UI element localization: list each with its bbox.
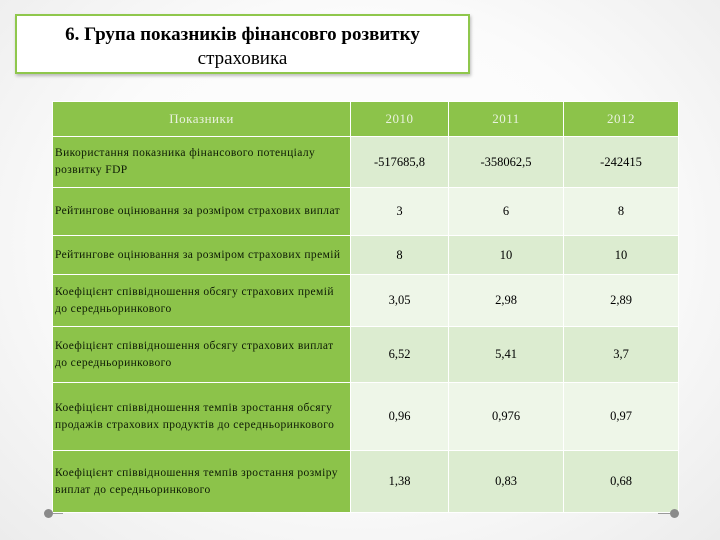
indicators-table: Показники 2010 2011 2012 Використання по… bbox=[52, 101, 679, 513]
row-label: Коефіцієнт співвідношення темпів зростан… bbox=[52, 382, 351, 451]
cell-2012: 0,68 bbox=[563, 450, 679, 513]
header-indicators: Показники bbox=[52, 101, 351, 137]
cell-2012: 3,7 bbox=[563, 326, 679, 383]
footer-rule-right bbox=[658, 513, 670, 514]
cell-2011: 5,41 bbox=[448, 326, 564, 383]
row-label: Коефіцієнт співвідношення обсягу страхов… bbox=[52, 326, 351, 383]
left-dot-icon bbox=[44, 509, 53, 518]
cell-2012: 8 bbox=[563, 187, 679, 236]
row-label: Коефіцієнт співвідношення темпів зростан… bbox=[52, 450, 351, 513]
cell-2012: 10 bbox=[563, 235, 679, 275]
cell-2010: 6,52 bbox=[350, 326, 449, 383]
cell-2011: 2,98 bbox=[448, 274, 564, 327]
cell-2012: 0,97 bbox=[563, 382, 679, 451]
right-dot-icon bbox=[670, 509, 679, 518]
row-label: Використання показника фінансового потен… bbox=[52, 136, 351, 188]
cell-2010: 0,96 bbox=[350, 382, 449, 451]
cell-2010: 1,38 bbox=[350, 450, 449, 513]
footer-rule-left bbox=[53, 513, 63, 514]
header-year-2010: 2010 bbox=[350, 101, 449, 137]
table-row: Коефіцієнт співвідношення обсягу страхов… bbox=[52, 274, 679, 327]
header-year-2011: 2011 bbox=[448, 101, 564, 137]
slide-footer-decoration bbox=[44, 509, 680, 518]
cell-2010: 3 bbox=[350, 187, 449, 236]
slide-title: 6. Група показників фінансовго розвитку bbox=[65, 24, 420, 45]
cell-2012: -242415 bbox=[563, 136, 679, 188]
cell-2012: 2,89 bbox=[563, 274, 679, 327]
table-row: Використання показника фінансового потен… bbox=[52, 136, 679, 188]
cell-2010: 3,05 bbox=[350, 274, 449, 327]
table-row: Рейтингове оцінювання за розміром страхо… bbox=[52, 235, 679, 275]
slide-title-box: 6. Група показників фінансовго розвитку … bbox=[15, 14, 470, 74]
cell-2011: 0,976 bbox=[448, 382, 564, 451]
row-label: Коефіцієнт співвідношення обсягу страхов… bbox=[52, 274, 351, 327]
row-label: Рейтингове оцінювання за розміром страхо… bbox=[52, 187, 351, 236]
header-year-2012: 2012 bbox=[563, 101, 679, 137]
row-label: Рейтингове оцінювання за розміром страхо… bbox=[52, 235, 351, 275]
cell-2011: 0,83 bbox=[448, 450, 564, 513]
cell-2011: -358062,5 bbox=[448, 136, 564, 188]
table-header-row: Показники 2010 2011 2012 bbox=[52, 101, 679, 137]
table-row: Коефіцієнт співвідношення темпів зростан… bbox=[52, 382, 679, 451]
cell-2010: -517685,8 bbox=[350, 136, 449, 188]
table-row: Рейтингове оцінювання за розміром страхо… bbox=[52, 187, 679, 236]
cell-2011: 6 bbox=[448, 187, 564, 236]
table-row: Коефіцієнт співвідношення темпів зростан… bbox=[52, 450, 679, 513]
table-row: Коефіцієнт співвідношення обсягу страхов… bbox=[52, 326, 679, 383]
slide-title-continued: страховика bbox=[197, 48, 288, 69]
cell-2010: 8 bbox=[350, 235, 449, 275]
cell-2011: 10 bbox=[448, 235, 564, 275]
